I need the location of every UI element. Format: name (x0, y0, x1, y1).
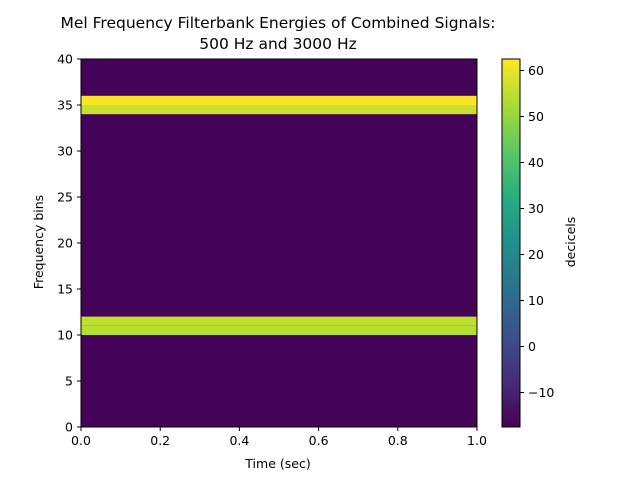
heatmap-band (81, 325, 477, 335)
colorbar-tick-label: 50 (528, 109, 544, 124)
y-tick-label: 35 (57, 98, 73, 113)
colorbar-tick-label: 60 (528, 63, 544, 78)
x-axis-label: Time (sec) (244, 456, 310, 471)
colorbar-tick-label: −10 (528, 385, 554, 400)
y-tick-label: 15 (57, 282, 73, 297)
x-tick-label: 0.4 (229, 433, 249, 448)
y-axis-label: Frequency bins (31, 195, 46, 289)
heatmap-band (81, 95, 477, 105)
y-tick-label: 40 (57, 52, 73, 67)
x-tick-label: 0.0 (71, 433, 91, 448)
heatmap-background (81, 59, 477, 427)
colorbar-tick-label: 40 (528, 155, 544, 170)
heatmap-band (81, 316, 477, 326)
y-axis: 0 5 10 15 20 25 30 35 40 (57, 52, 81, 435)
colorbar-tick-label: 10 (528, 293, 544, 308)
x-axis: 0.0 0.2 0.4 0.6 0.8 1.0 (71, 427, 487, 448)
y-tick-label: 10 (57, 328, 73, 343)
y-tick-label: 30 (57, 144, 73, 159)
x-tick-label: 1.0 (467, 433, 487, 448)
x-tick-label: 0.6 (309, 433, 329, 448)
heatmap-area (80, 58, 478, 428)
colorbar-label: decicels (563, 217, 578, 268)
y-tick-label: 20 (57, 236, 73, 251)
chart-title-line-1: Mel Frequency Filterbank Energies of Com… (61, 14, 496, 32)
colorbar-tick-label: 0 (528, 339, 536, 354)
x-tick-label: 0.2 (150, 433, 170, 448)
colorbar (501, 58, 521, 428)
x-tick-label: 0.8 (388, 433, 408, 448)
heatmap-band (81, 105, 477, 115)
y-tick-label: 25 (57, 190, 73, 205)
colorbar-tick-label: 20 (528, 247, 544, 262)
y-tick-label: 0 (65, 420, 73, 435)
chart-title-line-2: 500 Hz and 3000 Hz (199, 35, 356, 53)
y-tick-label: 5 (65, 374, 73, 389)
colorbar-axis: −10 0 10 20 30 40 50 60 (520, 63, 554, 400)
colorbar-tick-label: 30 (528, 201, 544, 216)
